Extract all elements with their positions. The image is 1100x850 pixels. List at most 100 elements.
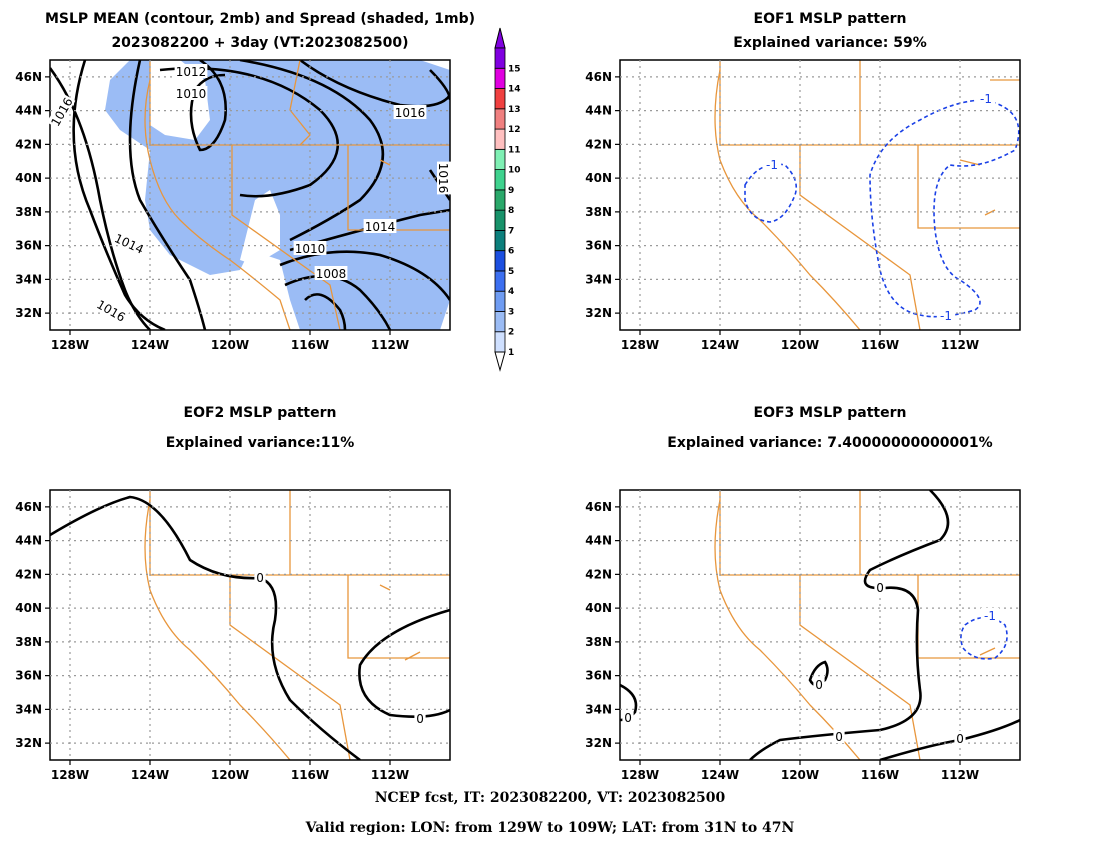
contour-label-text: 1010 xyxy=(295,242,326,256)
state-borders xyxy=(144,490,450,760)
panel4-eof3: 128W 124W 120W 116W 112W 32N 34N 36N 38N 40N 42N 44… xyxy=(585,489,1021,782)
colorbar-swatch xyxy=(494,311,506,333)
state-borders xyxy=(714,490,1020,760)
y-tick-label: 36N xyxy=(585,669,612,683)
x-tick-label: 124W xyxy=(131,768,169,782)
contour-label-text: 1012 xyxy=(176,65,207,79)
panel2-grid xyxy=(620,60,1020,330)
contour-label-text: 1016 xyxy=(48,95,75,128)
y-tick-label: 46N xyxy=(15,500,42,514)
contour-label: 1014 xyxy=(111,229,148,257)
contour-label: 0 xyxy=(414,711,426,726)
contour-label: 1016 xyxy=(393,105,427,120)
panel4-ticks: 128W 124W 120W 116W 112W 32N 34N 36N 38N 40N 42N 44… xyxy=(585,500,979,782)
contour-label: 1016 xyxy=(93,295,130,325)
contour-label-text: 0 xyxy=(876,581,884,595)
contour-label-text: 0 xyxy=(956,732,964,746)
footer-line1: NCEP fcst, IT: 2023082200, VT: 202308250… xyxy=(374,790,726,806)
y-tick-label: 32N xyxy=(15,306,42,320)
panel3-frame xyxy=(49,489,451,761)
contour-label-bg xyxy=(314,266,348,280)
contour-label-bg xyxy=(363,219,397,233)
contour-label-bg xyxy=(254,570,266,584)
panel3-title: EOF2 MSLP pattern xyxy=(183,405,337,421)
contour-label-text: -1 xyxy=(766,158,778,172)
x-tick-label: 120W xyxy=(781,338,819,352)
x-tick-label: 116W xyxy=(291,768,329,782)
x-tick-label: 124W xyxy=(131,338,169,352)
colorbar-swatch xyxy=(494,209,506,231)
colorbar-swatch xyxy=(494,108,506,130)
panel2-eof1: 128W 124W 120W 116W 112W 32N 34N 36N 38N 40N 42N 44… xyxy=(585,59,1021,352)
panel2-contour-labels: -1 -1 -1 xyxy=(762,91,996,323)
x-tick-label: 128W xyxy=(621,338,659,352)
colorbar-level-label: 11 xyxy=(508,145,521,155)
colorbar-bottom-arrow xyxy=(494,351,506,372)
panel2-title: EOF1 MSLP pattern xyxy=(753,11,907,27)
panel3-grid xyxy=(50,490,450,760)
colorbar-level-label: 12 xyxy=(508,125,521,135)
panel2-frame xyxy=(619,59,1021,331)
contour-label-bg xyxy=(976,91,996,105)
contour-label: -1 xyxy=(762,157,782,172)
y-tick-label: 36N xyxy=(15,669,42,683)
y-tick-label: 40N xyxy=(585,171,612,185)
colorbar-level-label: 13 xyxy=(508,105,521,115)
contour-label-bg xyxy=(393,105,427,119)
contour-label-text: 0 xyxy=(416,712,424,726)
colorbar-level-label: 9 xyxy=(508,186,514,196)
contour-label-bg xyxy=(414,711,426,725)
panel3-eof2: 128W 124W 120W 116W 112W 32N 34N 36N 38N 40N 42N 44… xyxy=(15,489,451,782)
contour-label: -1 xyxy=(976,91,996,106)
colorbar-level-label: 15 xyxy=(508,64,521,74)
panel1-frame xyxy=(49,59,451,331)
colorbar-swatch xyxy=(494,290,506,312)
contour-label: 0 xyxy=(254,570,266,585)
contour-label-bg xyxy=(833,729,845,743)
y-tick-label: 42N xyxy=(15,567,42,581)
panel1-ticks: 128W 124W 120W 116W 112W 32N 34N 36N 38N 40N 42N 44… xyxy=(15,70,409,352)
x-tick-label: 116W xyxy=(291,338,329,352)
colorbar-level-label: 2 xyxy=(508,328,514,338)
colorbar-swatch xyxy=(494,189,506,211)
panel1-mean-spread: 128W 124W 120W 116W 112W 32N 34N 36N 38N 40N 42N 44… xyxy=(15,59,451,352)
contour-label-bg xyxy=(46,93,76,130)
colorbar-swatch xyxy=(494,169,506,191)
contour-label: 0 xyxy=(622,710,634,725)
contour-label-bg xyxy=(437,161,451,195)
contour-label: 1012 xyxy=(174,64,208,79)
y-tick-label: 32N xyxy=(585,736,612,750)
contour-label-text: 1014 xyxy=(365,220,396,234)
y-tick-label: 46N xyxy=(585,70,612,84)
contour-label-bg xyxy=(954,731,966,745)
y-tick-label: 34N xyxy=(585,702,612,716)
y-tick-label: 34N xyxy=(15,702,42,716)
y-tick-label: 38N xyxy=(585,205,612,219)
colorbar-level-label: 3 xyxy=(508,307,514,317)
y-tick-label: 34N xyxy=(15,272,42,286)
contour-label: 1010 xyxy=(174,86,208,101)
panel1-grid xyxy=(50,60,450,330)
contour-label-text: 0 xyxy=(624,711,632,725)
contour-label-bg xyxy=(762,157,782,171)
panel2-subtitle: Explained variance: 59% xyxy=(733,35,927,51)
contour-label-text: 0 xyxy=(256,571,264,585)
contour-label-bg xyxy=(174,64,208,78)
x-tick-label: 128W xyxy=(51,768,89,782)
x-tick-label: 120W xyxy=(211,768,249,782)
contour-label-text: -1 xyxy=(984,609,996,623)
panel4-grid xyxy=(620,490,1020,760)
colorbar-level-label: 6 xyxy=(508,247,514,257)
colorbar-swatch xyxy=(494,331,506,353)
x-tick-label: 112W xyxy=(941,338,979,352)
contour-label: 0 xyxy=(954,731,966,746)
colorbar-level-label: 4 xyxy=(508,287,514,297)
panel2-ticks: 128W 124W 120W 116W 112W 32N 34N 36N 38N 40N 42N 44… xyxy=(585,70,979,352)
y-tick-label: 34N xyxy=(585,272,612,286)
panel1-subtitle: 2023082200 + 3day (VT:2023082500) xyxy=(111,35,409,51)
contour-label: 1008 xyxy=(314,266,348,281)
x-tick-label: 112W xyxy=(941,768,979,782)
contour-label-bg xyxy=(813,677,825,691)
